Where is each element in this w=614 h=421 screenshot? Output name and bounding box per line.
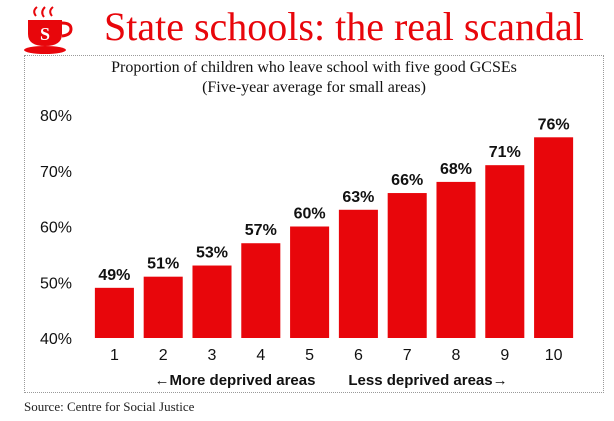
x-tick-label: 6 [354, 347, 363, 364]
data-label: 66% [391, 172, 423, 189]
x-annotation-right: Less deprived areas→ [348, 372, 507, 389]
bar [485, 165, 525, 338]
x-tick-label: 10 [545, 347, 563, 364]
data-label: 49% [98, 267, 130, 284]
y-tick-label: 70% [40, 164, 72, 181]
data-label: 60% [294, 206, 326, 223]
bar [436, 181, 476, 338]
x-tick-label: 8 [452, 347, 461, 364]
y-tick-label: 80% [40, 108, 72, 125]
data-label: 71% [489, 144, 521, 161]
data-label: 57% [245, 222, 277, 239]
bar [387, 193, 427, 338]
x-tick-label: 3 [208, 347, 217, 364]
x-tick-label: 9 [500, 347, 509, 364]
bar [290, 226, 330, 338]
x-tick-label: 2 [159, 347, 168, 364]
bar [94, 287, 134, 338]
y-tick-label: 50% [40, 275, 72, 292]
x-tick-label: 7 [403, 347, 412, 364]
bar [143, 276, 183, 338]
source-note: Source: Centre for Social Justice [24, 399, 195, 414]
x-tick-label: 1 [110, 347, 119, 364]
x-tick-label: 5 [305, 347, 314, 364]
data-label: 68% [440, 161, 472, 178]
y-tick-label: 60% [40, 220, 72, 237]
bar [192, 265, 232, 338]
x-tick-label: 4 [256, 347, 265, 364]
data-label: 51% [147, 256, 179, 273]
page-title: State schools: the real scandal [104, 4, 584, 49]
y-tick-label: 40% [40, 331, 72, 348]
data-label: 63% [342, 189, 374, 206]
data-label: 76% [538, 116, 570, 133]
cup-logo-icon: S [24, 6, 73, 54]
logo-letter: S [40, 24, 50, 44]
chart-frame [24, 55, 604, 393]
chart-title: Proportion of children who leave school … [111, 59, 517, 76]
bar [534, 137, 574, 338]
data-label: 53% [196, 245, 228, 262]
x-annotation-left: ←More deprived areas [155, 372, 316, 389]
bar [338, 209, 378, 338]
bar [241, 243, 281, 338]
chart-subtitle: (Five-year average for small areas) [202, 79, 426, 96]
